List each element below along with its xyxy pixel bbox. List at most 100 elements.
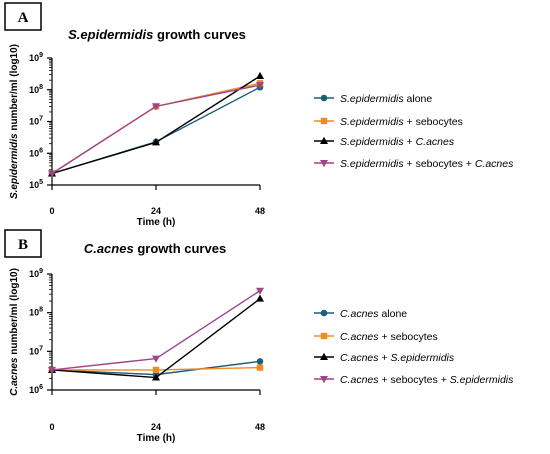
series-1 [48,83,264,177]
legend-item: S.epidermidis + sebocytes [314,116,463,128]
panel-letter-box [4,229,42,258]
legend-marker [320,352,328,360]
x-tick-label: 0 [49,422,54,432]
legend-label: C.acnes + S.epidermidis [340,352,455,364]
legend-marker [320,160,328,168]
legend-item: C.acnes + sebocytes [314,331,438,343]
legend-label-part: S.epidermidis [391,352,455,364]
legend-label-part: alone [379,308,408,320]
legend-item: C.acnes alone [314,308,407,320]
data-point [256,71,264,80]
legend-marker [320,117,328,125]
x-axis-label: Time (h) [137,433,176,444]
y-tick-exponent: 8 [39,307,43,314]
chart-title: C.acnes growth curves [84,241,226,256]
y-tick-base: 10 [29,148,39,158]
series-4 [48,287,264,375]
x-tick-label: 48 [255,206,265,216]
y-tick-label: 106 [29,147,43,158]
panel-a: AS.epidermidis growth curves105106107108… [4,2,514,228]
legend-marker [320,94,328,102]
data-point [256,82,264,90]
data-point [256,287,264,295]
series-line [51,82,261,175]
legend-label-part: + sebocytes + [404,158,475,170]
series-3 [48,71,264,177]
chart-title-species: S.epidermidis [68,27,153,42]
legend-label-part: C.acnes [475,158,514,170]
x-tick-label: 0 [49,206,54,216]
y-tick-label: 105 [29,179,43,190]
legend-label-part: + sebocytes + [379,374,450,386]
y-tick-base: 10 [29,385,39,395]
legend-label-part: S.epidermidis [340,158,404,170]
y-tick-exponent: 9 [39,268,43,275]
legend-item: S.epidermidis + C.acnes [314,136,455,148]
legend-label: S.epidermidis + C.acnes [340,136,455,148]
legend-marker [320,309,328,317]
y-tick-label: 109 [29,52,43,63]
chart-title: S.epidermidis growth curves [68,27,246,42]
series-line [51,86,261,175]
series-line [51,84,261,175]
y-axis-label-rest: number/ml (log10) [9,44,20,133]
legend-label-part: S.epidermidis [340,93,404,105]
y-tick-label: 108 [29,84,43,95]
y-axis-label: C.acnes number/ml (log10) [9,268,20,396]
x-tick-label: 48 [255,422,265,432]
y-tick-base: 10 [29,346,39,356]
legend-label-part: C.acnes [340,308,379,320]
legend-label-part: C.acnes [416,136,455,148]
data-point [256,358,264,365]
legend-label: C.acnes + sebocytes [340,331,438,343]
y-tick-label: 106 [29,384,43,395]
data-point [256,294,264,302]
y-tick-label: 109 [29,268,43,279]
legend-label-part: C.acnes [340,331,379,343]
panel-letter: A [18,10,29,26]
y-axis-label-rest: number/ml (log10) [9,268,20,357]
legend-label-part: C.acnes [340,352,379,364]
legend-label-part: + sebocytes [379,331,438,343]
y-tick-base: 10 [29,85,39,95]
legend-label-part: S.epidermidis [450,374,514,386]
legend-item: C.acnes + S.epidermidis [314,352,455,364]
legend-label-part: C.acnes [340,374,379,386]
data-point [256,364,264,371]
data-point [48,366,56,375]
legend-label: S.epidermidis alone [340,93,432,105]
data-point [152,138,160,146]
y-tick-exponent: 7 [39,116,43,123]
y-tick-base: 10 [29,53,39,63]
y-tick-base: 10 [29,117,39,127]
y-tick-exponent: 6 [39,147,43,154]
data-point [152,366,160,374]
x-tick-label: 24 [151,206,161,216]
data-point [152,103,160,111]
x-axis-label: Time (h) [137,217,176,228]
legend-marker [320,376,328,384]
y-tick-exponent: 7 [39,345,43,352]
y-tick-base: 10 [29,308,39,318]
legend-label: C.acnes + sebocytes + S.epidermidis [340,374,514,386]
legend-item: S.epidermidis alone [314,93,432,105]
y-axis-label: S.epidermidis number/ml (log10) [9,44,20,199]
chart-title-rest: growth curves [153,27,245,42]
legend-item: C.acnes + sebocytes + S.epidermidis [314,374,514,386]
legend-label-part: alone [404,93,433,105]
legend-marker [320,332,328,340]
series-4 [48,82,264,178]
legend-label-part: + sebocytes [404,116,463,128]
panel-letter: B [18,237,28,253]
y-tick-exponent: 6 [39,384,43,391]
y-axis-label-species: C.acnes [9,357,20,396]
legend-item: S.epidermidis + sebocytes + C.acnes [314,158,514,170]
data-point [152,373,160,381]
panel-letter-box [4,2,42,31]
chart-title-rest: growth curves [134,241,226,256]
y-tick-base: 10 [29,269,39,279]
chart-title-species: C.acnes [84,241,134,256]
y-axis-label-species: S.epidermidis [9,133,20,199]
data-point [48,170,56,178]
